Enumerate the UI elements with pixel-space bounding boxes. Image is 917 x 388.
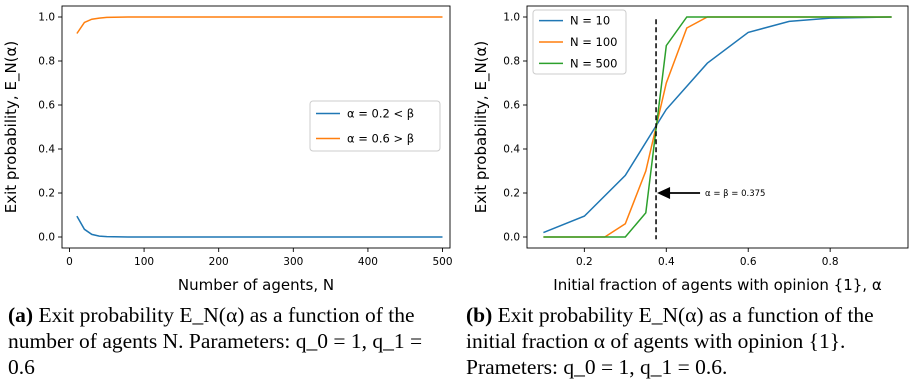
y-tick-label: 0.6: [38, 100, 55, 112]
y-tick-label: 0.8: [38, 56, 55, 68]
series-line: [76, 16, 443, 34]
y-tick-label: 1.0: [503, 12, 520, 24]
y-axis-label: Exit probability, E_N(α): [2, 41, 21, 214]
y-tick-label: 0.6: [503, 100, 520, 112]
chart-a-exit-probability-vs-agents: 0.0 0.2 0.4 0.6 0.8 1.0 0 100 200 300 400 500 Exit p…: [2, 5, 453, 294]
legend-entry-label: α = 0.6 > β: [347, 132, 414, 146]
y-tick-label: 0.0: [38, 232, 55, 244]
plot-frame: [526, 5, 909, 249]
annotation-label: α = β = 0.375: [705, 189, 765, 199]
x-axis-label: Number of agents, N: [178, 276, 334, 294]
caption-a: (a) Exit probability E_N(α) as a functio…: [8, 302, 448, 380]
plot-frame: [61, 5, 451, 249]
y-tick-label: 0.8: [503, 56, 520, 68]
x-tick-label: 400: [358, 256, 378, 268]
caption-b-label: (b): [466, 303, 493, 327]
legend-box: [309, 100, 441, 152]
x-tick-label: 0.2: [576, 256, 593, 268]
x-tick-label: 0: [66, 256, 73, 268]
chart-b-exit-probability-vs-fraction: 0.0 0.2 0.4 0.6 0.8 1.0 0.2 0.4 0.6 0.8 Exit proba…: [472, 5, 909, 294]
y-tick-label: 0.2: [38, 188, 55, 200]
series-line: [543, 16, 892, 238]
x-tick-label: 100: [134, 256, 154, 268]
figure-canvas: 0.0 0.2 0.4 0.6 0.8 1.0 0 100 200 300 400 500 Exit p…: [2, 5, 909, 294]
x-axis-label: Initial fraction of agents with opinion …: [553, 276, 882, 294]
x-tick-label: 0.8: [822, 256, 839, 268]
caption-b: (b) Exit probability E_N(α) as a functio…: [466, 302, 906, 380]
annotation-arrow-head: [657, 187, 671, 199]
y-axis-label: Exit probability, E_N(α): [472, 41, 491, 214]
series-line: [543, 16, 892, 234]
y-tick-label: 0.4: [38, 144, 55, 156]
y-tick-label: 1.0: [38, 12, 55, 24]
legend-entry-label: N = 500: [570, 56, 618, 70]
x-tick-label: 500: [433, 256, 453, 268]
y-tick-label: 0.2: [503, 188, 520, 200]
x-tick-label: 200: [209, 256, 229, 268]
caption-a-text: Exit probability E_N(α) as a function of…: [8, 303, 423, 379]
legend-entry-label: α = 0.2 < β: [347, 107, 414, 121]
y-tick-label: 0.4: [503, 144, 520, 156]
series-line: [76, 215, 443, 238]
x-tick-label: 300: [283, 256, 303, 268]
legend-entry-label: N = 10: [570, 14, 610, 28]
x-tick-label: 0.6: [740, 256, 757, 268]
x-tick-label: 0.4: [658, 256, 675, 268]
y-tick-label: 0.0: [503, 232, 520, 244]
legend-box: [532, 9, 627, 75]
caption-b-text: Exit probability E_N(α) as a function of…: [466, 303, 874, 379]
caption-a-label: (a): [8, 303, 34, 327]
legend-entry-label: N = 100: [570, 35, 618, 49]
